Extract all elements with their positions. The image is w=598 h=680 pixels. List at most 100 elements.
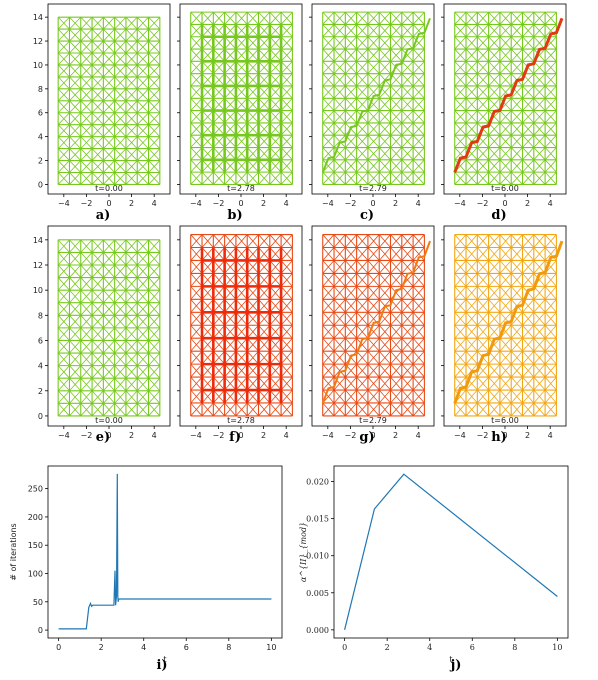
y-tick-label: 14 — [33, 13, 43, 22]
mesh-diagonal — [322, 61, 335, 74]
mesh-diagonal — [499, 48, 512, 62]
mesh-diagonal — [412, 350, 425, 365]
mesh-diagonal — [333, 234, 346, 248]
mesh-diagonal — [356, 159, 369, 173]
mesh-diagonal — [401, 48, 414, 62]
time-label: t=0.00 — [95, 416, 123, 425]
mesh-diagonal — [148, 252, 161, 266]
mesh-diagonal — [499, 122, 512, 136]
x-tick-label: −2 — [477, 199, 489, 208]
mesh-diagonal — [533, 376, 546, 391]
mesh-diagonal — [488, 48, 501, 62]
mesh-diagonal — [125, 264, 138, 278]
mesh-diagonal — [148, 64, 161, 78]
mesh-diagonal — [235, 350, 248, 365]
mesh-diagonal — [499, 11, 512, 25]
mesh-diagonal — [499, 350, 512, 365]
mesh-diagonal — [477, 337, 489, 352]
mesh-diagonal — [477, 171, 489, 185]
mesh-diagonal — [114, 124, 127, 137]
mesh-diagonal — [333, 11, 346, 25]
mesh-diagonal — [356, 376, 369, 391]
mesh-diagonal — [280, 234, 293, 248]
mesh-diagonal — [69, 277, 82, 291]
mesh-diagonal — [103, 148, 115, 161]
mesh-diagonal — [378, 337, 391, 352]
mesh-diagonal — [103, 160, 115, 173]
x-tick-label: 6 — [184, 643, 189, 652]
mesh-diagonal — [477, 159, 489, 173]
mesh-diagonal — [544, 389, 557, 404]
mesh-diagonal — [499, 24, 512, 38]
mesh-diagonal — [378, 350, 391, 365]
x-axis-label: t — [163, 655, 166, 664]
mesh-diagonal — [378, 324, 391, 339]
mesh-diagonal — [454, 299, 467, 313]
mesh-diagonal — [57, 352, 70, 366]
mesh-diagonal — [80, 40, 93, 54]
mesh-diagonal — [91, 172, 104, 185]
mesh-diagonal — [356, 247, 369, 261]
mesh-diagonal — [510, 110, 523, 124]
mesh-diagonal — [333, 122, 346, 136]
mesh-diagonal — [235, 98, 248, 111]
mesh-diagonal — [190, 389, 203, 404]
mesh-diagonal — [322, 350, 335, 365]
mesh-diagonal — [136, 340, 149, 354]
mesh-diagonal — [533, 247, 546, 261]
mesh-lines — [454, 234, 557, 417]
mesh-diagonal — [224, 260, 237, 274]
mesh-diagonal — [544, 286, 557, 300]
mesh-diagonal — [401, 24, 414, 38]
mesh-diagonal — [213, 134, 225, 148]
mesh-diagonal — [522, 110, 535, 124]
mesh-diagonal — [454, 312, 467, 326]
mesh-diagonal — [213, 273, 225, 287]
mesh-diagonal — [201, 122, 214, 136]
mesh-diagonal — [258, 11, 271, 25]
mesh-diagonal — [477, 48, 489, 62]
mesh-diagonal — [390, 324, 403, 339]
mesh-diagonal — [522, 36, 535, 50]
mesh-diagonal — [356, 286, 369, 300]
axes-frame — [47, 465, 283, 639]
mesh-diagonal — [333, 324, 346, 339]
mesh-diagonal — [390, 36, 403, 50]
mesh-diagonal — [201, 337, 214, 352]
mesh-diagonal — [280, 98, 293, 111]
mesh-diagonal — [465, 110, 478, 124]
mesh-diagonal — [333, 73, 346, 87]
mesh-diagonal — [499, 159, 512, 173]
mesh-diagonal — [213, 11, 225, 25]
mesh-diagonal — [57, 124, 70, 137]
mesh-diagonal — [235, 48, 248, 62]
mesh-diagonal — [80, 124, 93, 137]
mesh-diagonal — [454, 350, 467, 365]
mesh-diagonal — [477, 299, 489, 313]
mesh-diagonal — [136, 52, 149, 66]
mesh-diagonal — [280, 324, 293, 339]
mesh-diagonal — [114, 340, 127, 354]
mesh-diagonal — [114, 252, 127, 266]
mesh-diagonal — [390, 273, 403, 287]
x-tick-label: 0 — [370, 431, 375, 440]
mesh-diagonal — [488, 337, 501, 352]
mesh-diagonal — [114, 28, 127, 42]
mesh-diagonal — [80, 315, 93, 329]
mesh-diagonal — [91, 148, 104, 161]
mesh-panel: −4 −2 0 2 4 t=2.78 b) — [177, 3, 303, 223]
mesh-diagonal — [258, 299, 271, 313]
y-tick-label: 100 — [28, 570, 43, 579]
mesh-diagonal — [269, 134, 282, 148]
mesh-diagonal — [224, 337, 237, 352]
panel-label: e) — [96, 430, 110, 445]
mesh-diagonal — [91, 264, 104, 278]
x-tick-label: 0 — [106, 431, 111, 440]
mesh-diagonal — [533, 234, 546, 248]
mesh-diagonal — [69, 302, 82, 316]
mesh-diagonal — [57, 277, 70, 291]
mesh-diagonal — [201, 260, 214, 274]
mesh-diagonal — [412, 134, 425, 148]
panel-label: g) — [359, 430, 374, 445]
mesh-diagonal — [235, 260, 248, 274]
